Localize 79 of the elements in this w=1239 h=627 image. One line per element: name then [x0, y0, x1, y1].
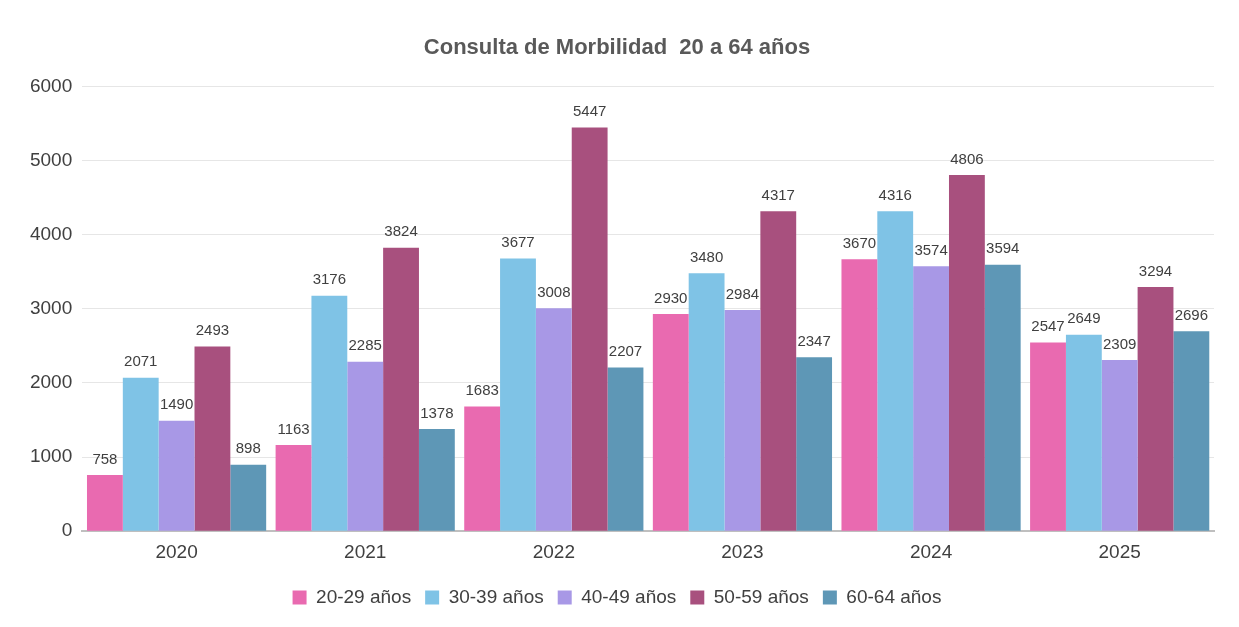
data-label: 3574 [914, 240, 948, 258]
bar [383, 247, 419, 531]
legend-label: 50-59 años [713, 585, 809, 607]
y-tick-label: 5000 [29, 148, 73, 170]
data-label: 4317 [761, 185, 795, 203]
data-label: 3594 [986, 239, 1020, 257]
bar [607, 367, 644, 531]
y-tick-label: 2000 [29, 371, 73, 393]
data-label: 2930 [654, 288, 688, 306]
bar [1137, 287, 1174, 531]
bar [122, 377, 159, 531]
bar [724, 309, 761, 531]
data-label: 3670 [842, 233, 877, 251]
bar [688, 273, 725, 531]
x-tick-label: 2024 [909, 540, 953, 562]
x-tick-label: 2022 [532, 540, 575, 562]
x-tick-label: 2021 [344, 540, 387, 562]
data-label: 2347 [797, 331, 831, 349]
bar [984, 264, 1021, 531]
data-label: 2309 [1103, 334, 1137, 352]
legend-label: 40-49 años [581, 585, 677, 607]
bar [760, 211, 797, 531]
bar [1173, 331, 1210, 531]
legend-label: 60-64 años [846, 585, 942, 607]
data-label: 3480 [689, 247, 724, 265]
data-label: 3176 [312, 270, 347, 288]
data-label: 2207 [608, 342, 643, 360]
data-label: 2547 [1031, 317, 1065, 335]
data-label: 1378 [420, 403, 454, 421]
data-label: 3677 [501, 233, 535, 251]
bar [1065, 334, 1102, 531]
bar [796, 357, 833, 531]
data-label: 2649 [1067, 309, 1101, 327]
data-label: 1163 [277, 419, 310, 437]
data-label: 4316 [878, 185, 912, 203]
bar [194, 346, 231, 531]
x-tick-label: 2025 [1098, 540, 1141, 562]
y-tick-label: 1000 [29, 445, 73, 467]
data-label: 3008 [537, 282, 571, 300]
bar [652, 313, 689, 531]
bar [418, 429, 455, 531]
data-label: 3294 [1138, 261, 1173, 279]
y-tick-label: 0 [61, 519, 73, 541]
data-label: 2696 [1174, 305, 1209, 323]
data-label: 1683 [465, 381, 499, 399]
data-label: 4806 [950, 149, 984, 167]
data-label: 758 [92, 449, 118, 467]
bar [347, 361, 384, 531]
y-tick-label: 6000 [29, 74, 73, 96]
chart-title: Consulta de Morbilidad 20 a 64 años [423, 34, 811, 60]
bar [841, 259, 878, 531]
y-tick-label: 4000 [29, 222, 73, 244]
x-tick-label: 2023 [721, 540, 764, 562]
data-label: 2285 [348, 336, 382, 354]
bar [230, 464, 267, 531]
bar [913, 266, 949, 531]
data-label: 2984 [725, 284, 760, 302]
data-label: 1490 [159, 395, 194, 413]
y-tick-label: 3000 [29, 297, 73, 319]
bar [86, 475, 123, 531]
bar [571, 127, 608, 531]
data-label: 5447 [572, 102, 607, 120]
bar [1101, 360, 1138, 531]
x-tick-label: 2020 [155, 540, 198, 562]
data-label: 2071 [124, 352, 158, 370]
legend-label: 30-39 años [448, 585, 544, 607]
bar [535, 308, 572, 531]
data-label: 898 [235, 439, 261, 457]
bar [311, 295, 348, 531]
bar [464, 406, 501, 531]
bar [948, 174, 985, 531]
data-label: 3824 [384, 222, 418, 240]
bar [1030, 342, 1066, 531]
legend-label: 20-29 años [316, 585, 412, 607]
bar [877, 211, 914, 531]
data-label: 2493 [195, 321, 230, 339]
bar [158, 420, 195, 531]
bar [500, 258, 536, 531]
bar [275, 444, 312, 531]
